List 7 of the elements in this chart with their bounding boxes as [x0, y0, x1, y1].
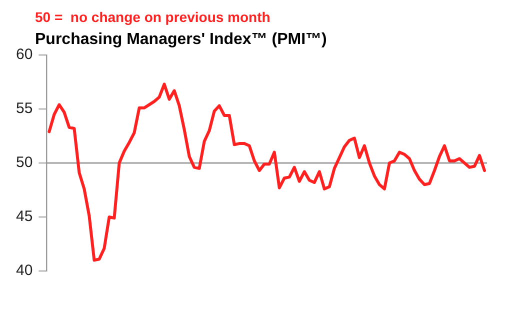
y-tick-label: 50 [16, 154, 33, 172]
y-tick-label: 60 [16, 46, 33, 64]
chart-title: Purchasing Managers' Index™ (PMI™) [35, 31, 327, 49]
y-tick-label: 55 [16, 100, 33, 118]
y-tick-label: 40 [16, 262, 33, 280]
y-tick-label: 45 [16, 208, 33, 226]
text: 50 = no change on previous month [35, 9, 270, 25]
